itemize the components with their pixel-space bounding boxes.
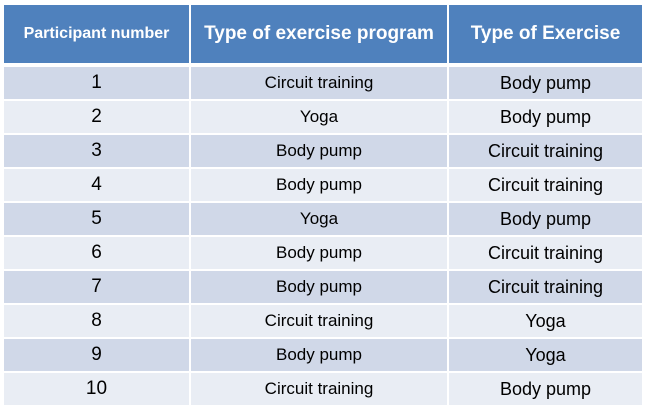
exercise-program-cell: Body pump bbox=[190, 236, 449, 271]
table-row: 3 Body pump Circuit training bbox=[4, 134, 642, 169]
header-row: Participant number Type of exercise prog… bbox=[4, 5, 642, 67]
exercise-type-cell: Circuit training bbox=[448, 270, 642, 305]
table-row: 2 Yoga Body pump bbox=[4, 100, 642, 135]
table-row: 4 Body pump Circuit training bbox=[4, 168, 642, 203]
header-exercise-program: Type of exercise program bbox=[190, 5, 449, 67]
participant-number-cell: 9 bbox=[4, 338, 191, 373]
exercise-type-cell: Body pump bbox=[448, 202, 642, 237]
exercise-program-cell: Body pump bbox=[190, 134, 449, 169]
header-participant-number: Participant number bbox=[4, 5, 191, 67]
participant-number-cell: 7 bbox=[4, 270, 191, 305]
exercise-type-cell: Yoga bbox=[448, 338, 642, 373]
participant-number-cell: 8 bbox=[4, 304, 191, 339]
header-exercise-type: Type of Exercise bbox=[448, 5, 642, 67]
exercise-type-cell: Circuit training bbox=[448, 236, 642, 271]
exercise-type-cell: Circuit training bbox=[448, 134, 642, 169]
exercise-type-cell: Body pump bbox=[448, 100, 642, 135]
table-row: 6 Body pump Circuit training bbox=[4, 236, 642, 271]
table-row: 7 Body pump Circuit training bbox=[4, 270, 642, 305]
participant-number-cell: 4 bbox=[4, 168, 191, 203]
exercise-program-cell: Yoga bbox=[190, 100, 449, 135]
exercise-program-cell: Body pump bbox=[190, 168, 449, 203]
exercise-program-cell: Circuit training bbox=[190, 65, 449, 101]
exercise-type-cell: Body pump bbox=[448, 372, 642, 407]
exercise-type-cell: Body pump bbox=[448, 65, 642, 101]
exercise-table-container: Participant number Type of exercise prog… bbox=[4, 5, 642, 407]
participant-number-cell: 3 bbox=[4, 134, 191, 169]
participant-number-cell: 1 bbox=[4, 65, 191, 101]
participant-number-cell: 6 bbox=[4, 236, 191, 271]
exercise-table: Participant number Type of exercise prog… bbox=[4, 5, 642, 407]
participant-number-cell: 10 bbox=[4, 372, 191, 407]
exercise-program-cell: Body pump bbox=[190, 338, 449, 373]
participant-number-cell: 5 bbox=[4, 202, 191, 237]
exercise-program-cell: Circuit training bbox=[190, 304, 449, 339]
table-body: 1 Circuit training Body pump 2 Yoga Body… bbox=[4, 65, 642, 407]
table-row: 9 Body pump Yoga bbox=[4, 338, 642, 373]
exercise-program-cell: Body pump bbox=[190, 270, 449, 305]
table-row: 8 Circuit training Yoga bbox=[4, 304, 642, 339]
exercise-program-cell: Yoga bbox=[190, 202, 449, 237]
participant-number-cell: 2 bbox=[4, 100, 191, 135]
exercise-type-cell: Yoga bbox=[448, 304, 642, 339]
exercise-type-cell: Circuit training bbox=[448, 168, 642, 203]
table-header: Participant number Type of exercise prog… bbox=[4, 5, 642, 67]
exercise-program-cell: Circuit training bbox=[190, 372, 449, 407]
table-row: 5 Yoga Body pump bbox=[4, 202, 642, 237]
table-row: 1 Circuit training Body pump bbox=[4, 65, 642, 101]
table-row: 10 Circuit training Body pump bbox=[4, 372, 642, 407]
